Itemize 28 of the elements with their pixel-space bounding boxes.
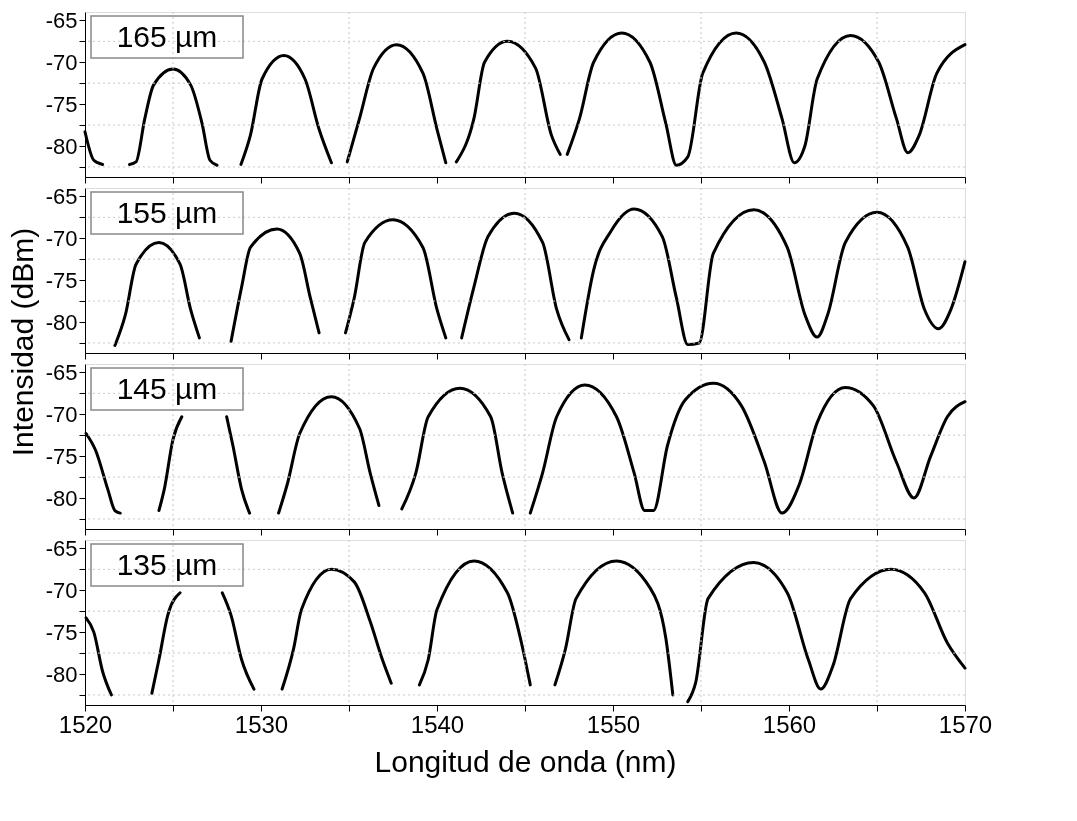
- y-tick-label: -70: [45, 577, 78, 603]
- annotation: 145 µm: [116, 372, 218, 405]
- x-tick-label: 1540: [410, 710, 465, 738]
- y-tick-label: -70: [45, 225, 78, 251]
- y-tick-label: -70: [45, 401, 78, 427]
- y-tick-label: -80: [45, 133, 78, 159]
- y-tick-label: -75: [45, 619, 78, 645]
- x-tick-label: 1570: [938, 710, 993, 738]
- annotation: 165 µm: [116, 20, 218, 53]
- y-tick-label: -65: [45, 7, 78, 33]
- y-tick-label: -65: [45, 183, 78, 209]
- x-tick-label: 1530: [234, 710, 289, 738]
- annotation: 135 µm: [116, 548, 218, 581]
- x-tick-label: 1520: [58, 710, 113, 738]
- y-tick-label: -75: [45, 91, 78, 117]
- y-tick-label: -80: [45, 485, 78, 511]
- y-tick-label: -65: [45, 535, 78, 561]
- y-tick-label: -80: [45, 661, 78, 687]
- y-tick-label: -75: [45, 443, 78, 469]
- y-tick-label: -75: [45, 267, 78, 293]
- y-tick-label: -65: [45, 359, 78, 385]
- annotation: 155 µm: [116, 196, 218, 229]
- y-axis-title: Intensidad (dBm): [6, 227, 39, 457]
- x-tick-label: 1550: [586, 710, 641, 738]
- y-tick-label: -80: [45, 309, 78, 335]
- x-tick-label: 1560: [762, 710, 817, 738]
- x-axis-title: Longitud de onda (nm): [374, 744, 677, 778]
- y-tick-label: -70: [45, 49, 78, 75]
